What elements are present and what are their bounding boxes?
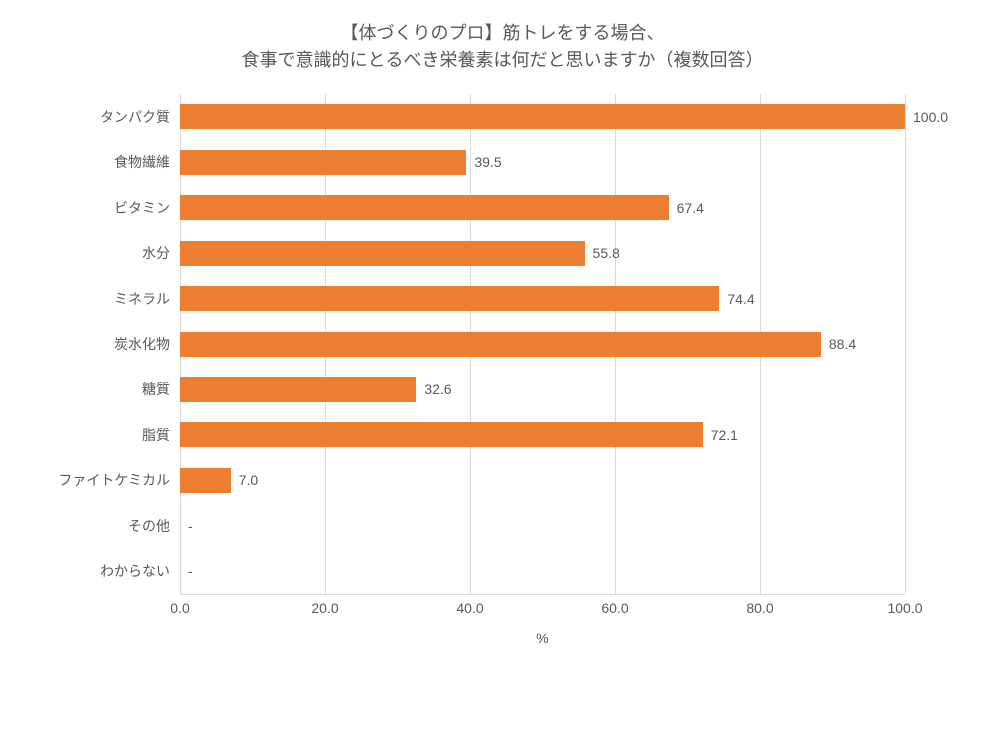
bar (180, 468, 231, 493)
category-label: 炭水化物 (40, 334, 180, 354)
x-tick-label: 80.0 (746, 600, 773, 616)
bar (180, 332, 821, 357)
category-label: 食物繊維 (40, 152, 180, 172)
category-label: 水分 (40, 243, 180, 263)
x-axis-line (180, 594, 905, 595)
title-line-1: 【体づくりのプロ】筋トレをする場合、 (40, 20, 965, 47)
category-label: タンパク質 (40, 107, 180, 127)
x-tick-label: 20.0 (311, 600, 338, 616)
x-tick-label: 0.0 (170, 600, 189, 616)
bar (180, 286, 719, 311)
grid-line (905, 94, 906, 594)
category-label: ミネラル (40, 289, 180, 309)
bar-row: ビタミン67.4 (180, 195, 905, 220)
x-tick-label: 60.0 (601, 600, 628, 616)
category-label: ファイトケミカル (40, 470, 180, 490)
chart-container: 【体づくりのプロ】筋トレをする場合、 食事で意識的にとるべき栄養素は何だと思いま… (40, 20, 965, 706)
value-label: 88.4 (821, 336, 856, 352)
bar-row: 炭水化物88.4 (180, 332, 905, 357)
category-label: 糖質 (40, 379, 180, 399)
value-label: - (180, 563, 193, 579)
value-label: 74.4 (719, 291, 754, 307)
value-label: 55.8 (585, 245, 620, 261)
x-tick-label: 40.0 (456, 600, 483, 616)
bar-row: その他- (180, 513, 905, 538)
bar (180, 150, 466, 175)
bar (180, 377, 416, 402)
bar-row: タンパク質100.0 (180, 104, 905, 129)
bar-row: 食物繊維39.5 (180, 150, 905, 175)
value-label: 32.6 (416, 381, 451, 397)
value-label: 39.5 (466, 154, 501, 170)
x-axis-title: % (536, 630, 548, 646)
x-tick-label: 100.0 (887, 600, 922, 616)
value-label: 7.0 (231, 472, 258, 488)
category-label: わからない (40, 561, 180, 581)
value-label: 100.0 (905, 109, 948, 125)
category-label: 脂質 (40, 425, 180, 445)
bar (180, 241, 585, 266)
value-label: 72.1 (703, 427, 738, 443)
title-line-2: 食事で意識的にとるべき栄養素は何だと思いますか（複数回答） (40, 47, 965, 74)
value-label: - (180, 518, 193, 534)
bar-row: 脂質72.1 (180, 422, 905, 447)
bar (180, 422, 703, 447)
bar-row: ファイトケミカル7.0 (180, 468, 905, 493)
bar-row: わからない- (180, 559, 905, 584)
bar (180, 195, 669, 220)
bar (180, 104, 905, 129)
bar-row: 水分55.8 (180, 241, 905, 266)
bar-row: ミネラル74.4 (180, 286, 905, 311)
category-label: その他 (40, 516, 180, 536)
category-label: ビタミン (40, 198, 180, 218)
plot-area: % 0.020.040.060.080.0100.0タンパク質100.0食物繊維… (180, 94, 905, 634)
bar-row: 糖質32.6 (180, 377, 905, 402)
chart-title: 【体づくりのプロ】筋トレをする場合、 食事で意識的にとるべき栄養素は何だと思いま… (40, 20, 965, 74)
value-label: 67.4 (669, 200, 704, 216)
